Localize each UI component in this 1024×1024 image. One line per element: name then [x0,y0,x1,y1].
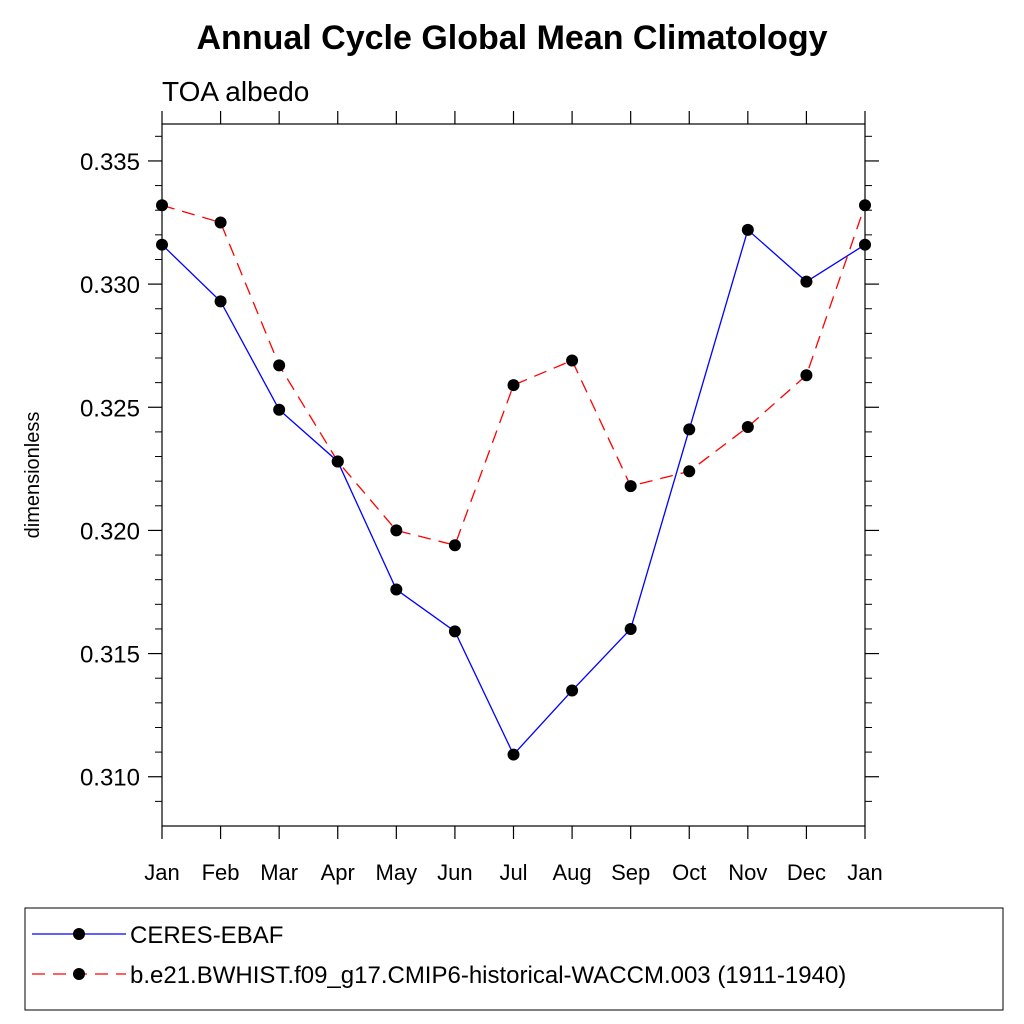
data-point [624,480,637,493]
x-tick-label: Jul [499,860,527,885]
data-point [390,583,403,596]
data-point [156,199,168,212]
x-tick-label: Jun [437,860,472,885]
x-tick-label: Apr [321,860,355,885]
data-point [859,199,871,212]
data-point [741,420,754,433]
legend: CERES-EBAF b.e21.BWHIST.f09_g17.CMIP6-his… [32,922,846,989]
data-point [507,748,520,761]
data-point [273,359,286,372]
data-point [683,423,696,436]
y-tick-label: 0.310 [80,765,140,792]
y-tick-label: 0.335 [80,149,140,176]
chart-subtitle: TOA albedo [162,76,309,107]
data-point [156,238,168,251]
chart-title: Annual Cycle Global Mean Climatology [197,19,828,57]
data-point [800,275,813,288]
legend-box [24,907,1004,1011]
x-tick-label: Mar [260,860,298,885]
x-tick-label: Aug [553,860,592,885]
data-point [390,524,403,537]
legend-label: b.e21.BWHIST.f09_g17.CMIP6-historical-WA… [130,962,846,989]
x-tick-label: Feb [202,860,240,885]
x-tick-label: Sep [611,860,650,885]
legend-marker [73,968,85,980]
y-tick-label: 0.325 [80,395,140,422]
y-tick-label: 0.330 [80,272,140,299]
legend-label: CERES-EBAF [130,922,283,949]
plot-frame [161,123,866,827]
data-point [331,455,344,468]
data-point [214,216,227,229]
data-point [741,223,754,236]
x-tick-label: Nov [728,860,767,885]
y-tick-label: 0.315 [80,642,140,669]
x-tick-label: Oct [672,860,706,885]
data-point [624,622,637,635]
data-point [448,625,461,638]
series-group [156,199,871,761]
x-tick-label: Jan [144,860,179,885]
legend-marker [73,928,85,940]
x-tick-label: Jan [847,860,882,885]
axis-ticks: Jan Feb Mar Apr May Jun Jul Aug Sep Oct Nov Dec Jan 0… [80,111,883,885]
data-point [566,354,579,367]
data-point [683,465,696,478]
series-line-ceres-ebaf [161,228,866,756]
data-point [448,539,461,552]
data-point [273,403,286,416]
data-point [566,684,579,697]
x-tick-label: May [376,860,418,885]
data-point [800,369,813,382]
y-axis-label: dimensionless [22,412,44,539]
series-line-waccm [161,204,866,546]
data-point [507,379,520,392]
y-tick-label: 0.320 [80,518,140,545]
data-point [214,295,227,308]
data-point [859,238,871,251]
x-tick-label: Dec [787,860,826,885]
